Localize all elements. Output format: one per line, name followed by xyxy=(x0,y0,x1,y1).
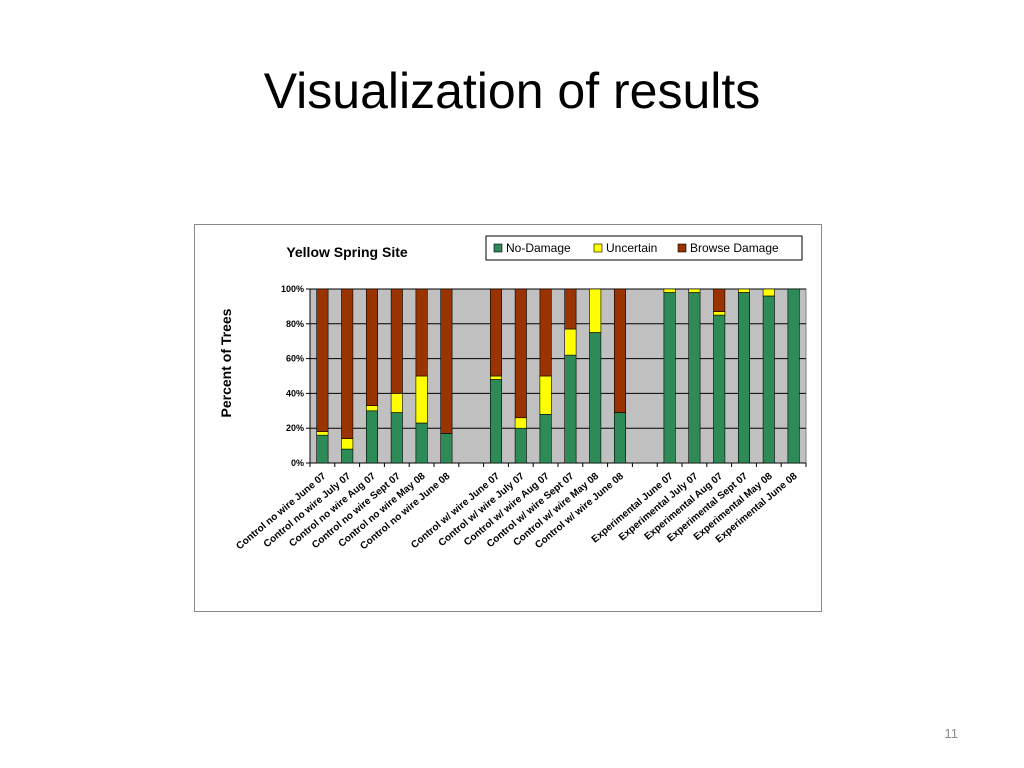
y-tick-label: 60% xyxy=(286,354,304,364)
bar-segment-uncertain xyxy=(539,375,552,415)
stacked-bar-chart: Yellow Spring Site Percent of Trees No-D… xyxy=(218,235,807,552)
bar-segment-no-damage xyxy=(489,379,503,464)
bar-segment-browse-damage xyxy=(316,288,329,432)
bar-segment-no-damage xyxy=(663,292,676,464)
bars xyxy=(310,288,806,464)
y-axis: 0% 20% 40% 60% 80% 100% xyxy=(281,284,311,468)
page-number: 11 xyxy=(944,726,959,741)
bar-segment-uncertain xyxy=(514,417,527,429)
bar-segment-no-damage xyxy=(713,314,726,464)
bar-segment-no-damage xyxy=(316,434,329,464)
legend-swatch xyxy=(493,243,503,253)
bar-segment-uncertain xyxy=(564,328,577,356)
bar-segment-no-damage xyxy=(415,422,428,464)
y-tick-label: 80% xyxy=(286,319,304,329)
y-tick-label: 20% xyxy=(286,423,304,433)
bar-segment-uncertain xyxy=(688,288,701,293)
bar-segment-uncertain xyxy=(489,375,503,380)
y-axis-label: Percent of Trees xyxy=(218,308,234,417)
bar-segment-uncertain xyxy=(737,288,751,293)
bar-segment-uncertain xyxy=(663,288,676,293)
legend-swatch xyxy=(677,243,687,253)
bar-segment-no-damage xyxy=(440,433,453,464)
bar-segment-browse-damage xyxy=(564,288,577,330)
bar-segment-uncertain xyxy=(316,431,329,436)
legend-label: Uncertain xyxy=(606,241,657,255)
bar-segment-no-damage xyxy=(787,288,800,464)
bar-segment-no-damage xyxy=(737,292,751,464)
bar-segment-no-damage xyxy=(365,410,379,464)
legend-label: No-Damage xyxy=(506,241,571,255)
legend-swatch xyxy=(593,243,603,253)
bar-segment-browse-damage xyxy=(613,288,627,413)
plot-background xyxy=(309,288,807,464)
bar-segment-no-damage xyxy=(613,412,627,464)
bar-segment-uncertain xyxy=(365,405,379,412)
legend-box xyxy=(485,235,803,261)
bar-segment-browse-damage xyxy=(415,288,428,377)
bar-segment-no-damage xyxy=(762,295,775,464)
bar-segment-no-damage xyxy=(688,292,701,464)
bar-segment-uncertain xyxy=(762,288,775,297)
bar-segment-no-damage xyxy=(390,412,403,464)
y-tick-label: 40% xyxy=(286,388,304,398)
bar-segment-browse-damage xyxy=(539,288,552,377)
slide-title: Visualization of results xyxy=(263,63,761,119)
bar-segment-no-damage xyxy=(341,448,354,464)
bar-segment-no-damage xyxy=(539,413,552,464)
bar-segment-browse-damage xyxy=(390,288,403,394)
chart-title: Yellow Spring Site xyxy=(286,244,408,260)
bar-segment-browse-damage xyxy=(440,288,453,434)
legend-label: Browse Damage xyxy=(690,241,779,255)
bar-segment-browse-damage xyxy=(341,288,354,439)
bar-segment-browse-damage xyxy=(489,288,503,377)
bar-segment-uncertain xyxy=(390,393,403,413)
chart-frame: Yellow Spring Site Percent of Trees No-D… xyxy=(194,224,822,612)
chart-legend: No-Damage Uncertain Browse Damage xyxy=(485,235,803,261)
y-tick-label: 0% xyxy=(291,458,304,468)
bar-segment-no-damage xyxy=(514,427,527,464)
bar-segment-no-damage xyxy=(564,354,577,464)
bar-segment-browse-damage xyxy=(713,288,726,312)
bar-segment-browse-damage xyxy=(514,288,527,419)
plot-area xyxy=(309,288,807,464)
bar-segment-uncertain xyxy=(415,375,428,424)
bar-segment-uncertain xyxy=(341,438,354,450)
bar-segment-uncertain xyxy=(589,288,602,333)
bar-segment-uncertain xyxy=(713,311,726,316)
bar-segment-no-damage xyxy=(589,332,602,464)
bar-segment-browse-damage xyxy=(365,288,379,406)
y-tick-label: 100% xyxy=(281,284,304,294)
